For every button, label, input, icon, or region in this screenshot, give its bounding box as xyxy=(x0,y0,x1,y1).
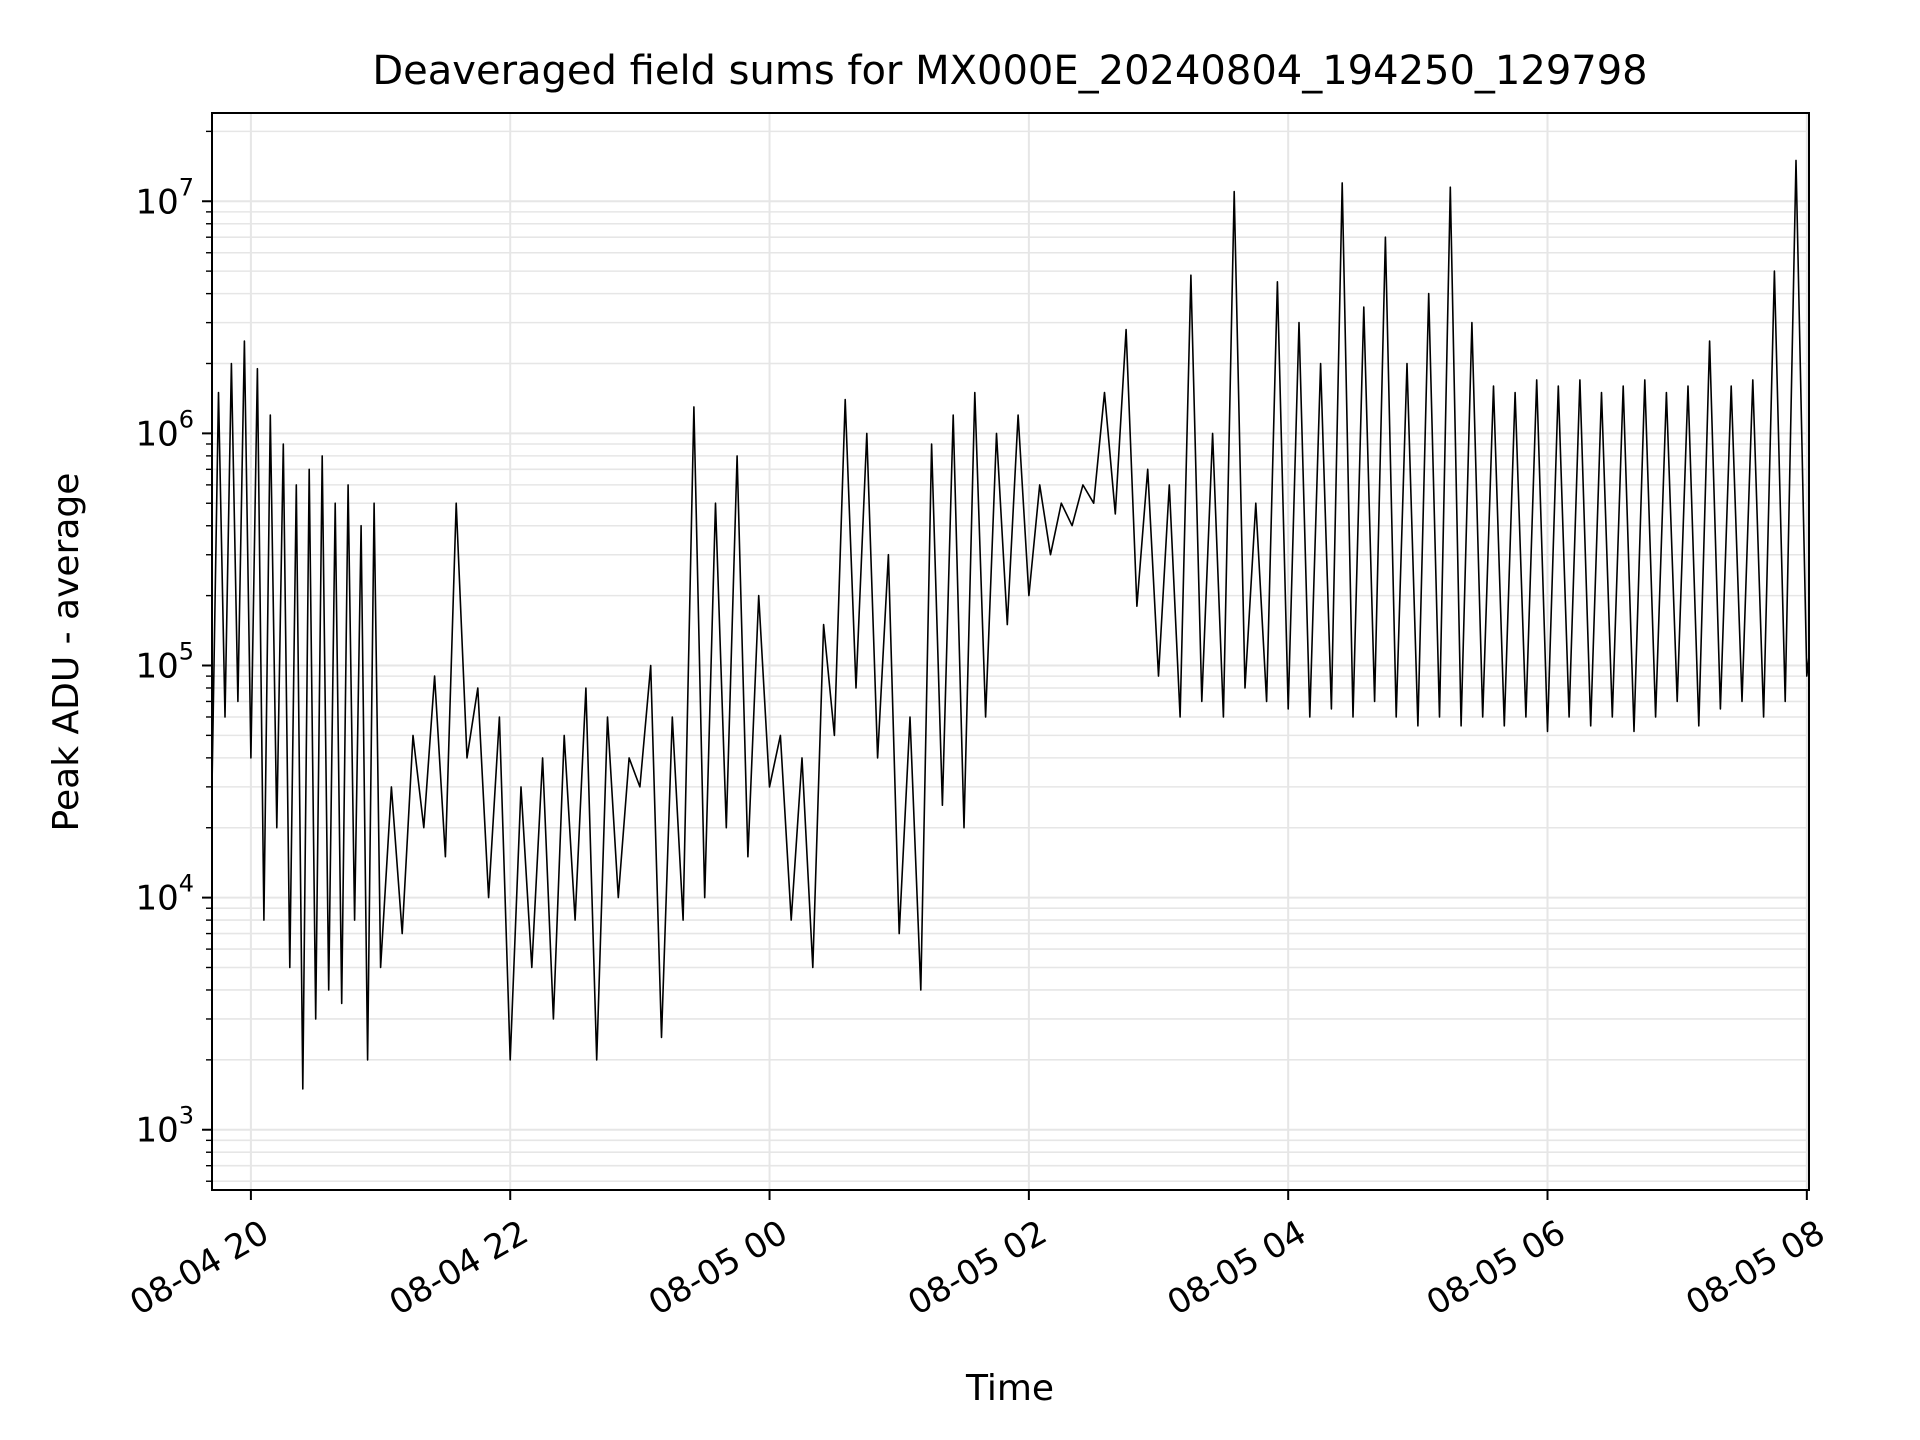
y-tick-layer: 103 104 105 106 107 xyxy=(135,130,212,1182)
y-tick-label: 107 xyxy=(135,173,194,222)
y-tick-label: 105 xyxy=(135,637,194,686)
y-tick-label: 104 xyxy=(135,870,194,919)
y-tick-label: 106 xyxy=(135,405,194,454)
series-layer xyxy=(211,159,1810,1090)
y-tick-label: 103 xyxy=(135,1102,194,1151)
plot-frame xyxy=(211,112,1810,1191)
chart-title: Deaveraged field sums for MX000E_2024080… xyxy=(372,48,1647,94)
y-axis-label: Peak ADU - average xyxy=(46,473,87,832)
series-line xyxy=(211,159,1810,1090)
x-axis-label: Time xyxy=(965,1368,1054,1409)
